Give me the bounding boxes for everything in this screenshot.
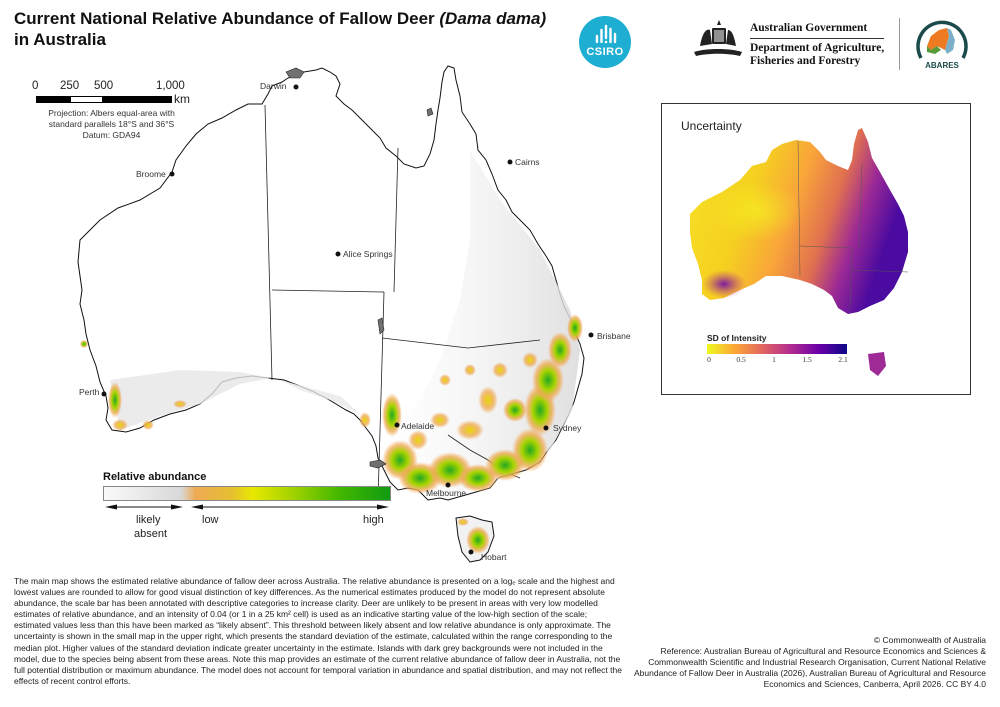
title-line2: in Australia bbox=[14, 30, 106, 49]
city-label-sydney: Sydney bbox=[553, 423, 582, 433]
city-label-brisbane: Brisbane bbox=[597, 331, 631, 341]
legend-arrows bbox=[103, 501, 391, 513]
label-low: low bbox=[202, 514, 219, 526]
city-label-adelaide: Adelaide bbox=[401, 421, 435, 431]
gov-line: Australian Government bbox=[750, 22, 885, 39]
label-absent: absent bbox=[134, 528, 168, 540]
city-label-broome: Broome bbox=[136, 169, 166, 179]
range-arrows-icon bbox=[105, 504, 389, 510]
sd-tick: 1.5 bbox=[802, 355, 812, 364]
sd-tick: 1 bbox=[772, 355, 776, 364]
title-main: Current National Relative Abundance of F… bbox=[14, 9, 440, 28]
label-high: high bbox=[363, 514, 384, 526]
reference-citation: Reference: Australian Bureau of Agricult… bbox=[633, 646, 986, 690]
scale-tick: 250 bbox=[60, 80, 80, 92]
projection-line: Projection: Albers equal-area with bbox=[48, 108, 175, 118]
scale-tick: 0 bbox=[32, 80, 39, 92]
city-label-alice-springs: Alice Springs bbox=[343, 249, 393, 259]
reference-block: © Commonwealth of Australia Reference: A… bbox=[606, 635, 986, 690]
legend-title: Relative abundance bbox=[103, 471, 207, 483]
csiro-logo: CSIRO bbox=[579, 16, 631, 68]
page-title: Current National Relative Abundance of F… bbox=[14, 8, 574, 50]
city-label-perth: Perth bbox=[79, 387, 100, 397]
scale-bar: 0 250 500 1,000 km Projection: Albers eq… bbox=[32, 80, 194, 141]
projection-line: standard parallels 18°S and 36°S bbox=[48, 119, 175, 129]
main-abundance-map bbox=[77, 65, 594, 563]
uncertainty-map bbox=[690, 128, 909, 376]
abares-text: ABARES bbox=[925, 61, 959, 70]
city-markers bbox=[101, 84, 594, 555]
uncertainty-inset-map: Uncertainty bbox=[661, 103, 971, 395]
scale-tick: 1,000 bbox=[156, 80, 185, 92]
logo-divider bbox=[899, 18, 900, 70]
city-label-melbourne: Melbourne bbox=[426, 488, 467, 498]
scale-ticks: 0 250 500 1,000 bbox=[32, 80, 194, 94]
scale-graphic: km bbox=[34, 92, 194, 106]
legend-labels: likely absent low high bbox=[103, 513, 391, 543]
scale-tick: 500 bbox=[94, 80, 114, 92]
gov-text: Australian Government Department of Agri… bbox=[750, 22, 885, 68]
city-label-cairns: Cairns bbox=[515, 157, 540, 167]
city-label-hobart: Hobart bbox=[481, 552, 507, 562]
datum-line: Datum: GDA94 bbox=[82, 130, 141, 140]
sd-legend-title: SD of Intensity bbox=[707, 333, 767, 343]
department-line: Department of Agriculture, bbox=[750, 42, 885, 54]
sd-tick: 2.1 bbox=[838, 355, 848, 364]
sd-tick: 0.5 bbox=[736, 355, 746, 364]
label-likely: likely bbox=[136, 514, 161, 526]
sd-tick: 0 bbox=[707, 355, 711, 364]
sd-color-ramp bbox=[707, 344, 847, 354]
inset-title: Uncertainty bbox=[681, 119, 742, 133]
projection-note: Projection: Albers equal-area with stand… bbox=[24, 108, 199, 141]
sd-legend: SD of Intensity 0 0.5 1 1.5 2.1 bbox=[707, 333, 848, 366]
excluded-islands bbox=[285, 67, 434, 469]
abares-logo: ABARES bbox=[913, 16, 971, 74]
scale-unit: km bbox=[174, 92, 190, 106]
abares-emblem-icon: ABARES bbox=[916, 20, 968, 70]
title-species: (Dama dama) bbox=[439, 9, 547, 28]
sd-ticks: 0 0.5 1 1.5 2.1 bbox=[707, 354, 848, 366]
abundance-color-ramp bbox=[103, 486, 391, 501]
australian-government-logo: Australian Government Department of Agri… bbox=[690, 16, 890, 72]
relative-abundance-legend: Relative abundance likely absent low hig… bbox=[103, 471, 391, 543]
csiro-bars-icon bbox=[595, 24, 617, 44]
coat-of-arms-icon bbox=[694, 20, 742, 56]
city-label-darwin: Darwin bbox=[260, 81, 287, 91]
copyright: © Commonwealth of Australia bbox=[873, 635, 986, 645]
map-description: The main map shows the estimated relativ… bbox=[14, 576, 622, 686]
csiro-text: CSIRO bbox=[586, 46, 624, 58]
department-line: Fisheries and Forestry bbox=[750, 55, 861, 67]
